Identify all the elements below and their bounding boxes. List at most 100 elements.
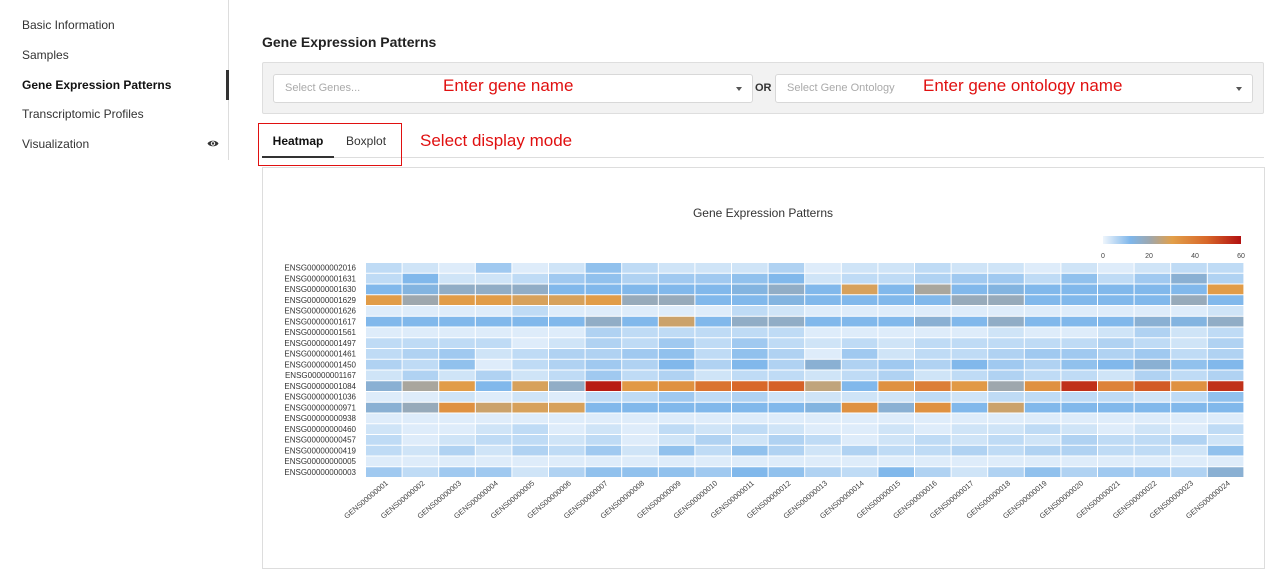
heatmap-cell: [1024, 306, 1061, 316]
heatmap-cell: [439, 435, 475, 445]
heatmap-cell: [695, 306, 731, 316]
heatmap-cell: [951, 445, 988, 456]
heatmap-cell: [1171, 435, 1207, 445]
heatmap-cell: [402, 424, 439, 434]
heatmap-cell: [512, 306, 548, 316]
tab-boxplot[interactable]: Boxplot: [346, 124, 386, 158]
heatmap-cell: [768, 338, 805, 348]
gene-ontology-select[interactable]: Select Gene Ontology: [775, 74, 1253, 103]
heatmap-cell: [915, 370, 951, 381]
heatmap-cell: [1171, 392, 1207, 402]
heatmap-cell: [658, 456, 695, 467]
heatmap-cell: [1171, 263, 1207, 273]
heatmap-cell: [1134, 338, 1171, 348]
heatmap-cell: [622, 381, 658, 391]
heatmap-cell: [915, 359, 951, 370]
heatmap-cell: [549, 316, 585, 327]
annotation-gene-ontology: Enter gene ontology name: [923, 76, 1123, 95]
heatmap-cell: [1207, 424, 1244, 434]
heatmap-cell: [1061, 370, 1097, 381]
sidebar-item-basic-information[interactable]: Basic Information: [22, 14, 227, 36]
row-label: ENSG00000001626: [284, 307, 356, 316]
heatmap-cell: [988, 424, 1024, 434]
heatmap-cell: [549, 349, 585, 359]
heatmap-cell: [951, 359, 988, 370]
heatmap-cell: [732, 306, 768, 316]
heatmap-cell: [1171, 338, 1207, 348]
heatmap-cell: [1061, 316, 1097, 327]
heatmap-cell: [768, 316, 805, 327]
heatmap-cell: [439, 445, 475, 456]
heatmap-cell: [1134, 445, 1171, 456]
heatmap-cell: [439, 467, 475, 477]
heatmap-cell: [1024, 263, 1061, 273]
heatmap-cell: [402, 435, 439, 445]
tab-heatmap[interactable]: Heatmap: [262, 124, 334, 158]
heatmap-cell: [805, 327, 841, 338]
heatmap-cell: [585, 327, 622, 338]
heatmap-cell: [1134, 327, 1171, 338]
heatmap-cell: [768, 273, 805, 284]
row-label: ENSG00000001084: [284, 382, 356, 391]
heatmap-card: Gene Expression Patterns 0 20 40 60 ENSG000…: [262, 167, 1265, 569]
heatmap-cell: [732, 424, 768, 434]
heatmap-cell: [805, 413, 841, 424]
heatmap-cell: [1171, 284, 1207, 295]
heatmap-cell: [622, 316, 658, 327]
heatmap-cell: [1061, 306, 1097, 316]
heatmap-cell: [512, 424, 548, 434]
gene-ontology-select-placeholder: Select Gene Ontology: [787, 82, 895, 94]
heatmap-cell: [1171, 402, 1207, 413]
heatmap-cell: [695, 413, 731, 424]
heatmap-cell: [1061, 456, 1097, 467]
heatmap-cell: [841, 316, 878, 327]
sidebar-item-visualization[interactable]: Visualization: [22, 133, 227, 155]
heatmap-cell: [878, 435, 914, 445]
heatmap-cell: [695, 435, 731, 445]
heatmap-cell: [1098, 445, 1134, 456]
heatmap-cell: [988, 263, 1024, 273]
heatmap-cell: [805, 273, 841, 284]
heatmap-cell: [732, 392, 768, 402]
heatmap-cell: [658, 327, 695, 338]
heatmap-cell: [915, 435, 951, 445]
sidebar-item-transcriptomic-profiles[interactable]: Transcriptomic Profiles: [22, 103, 227, 125]
gene-select[interactable]: Select Genes...: [273, 74, 753, 103]
sidebar-item-samples[interactable]: Samples: [22, 44, 227, 66]
heatmap-cell: [695, 445, 731, 456]
heatmap-cell: [1207, 413, 1244, 424]
heatmap-cell: [878, 295, 914, 305]
heatmap-cell: [549, 392, 585, 402]
sidebar-item-gene-expression-patterns[interactable]: Gene Expression Patterns: [22, 74, 227, 96]
heatmap-cell: [1024, 402, 1061, 413]
selection-panel: Select Genes... OR Select Gene Ontology: [262, 62, 1264, 114]
heatmap-cell: [1207, 402, 1244, 413]
heatmap-cell: [1061, 349, 1097, 359]
heatmap-cell: [1207, 445, 1244, 456]
heatmap-cell: [878, 402, 914, 413]
heatmap-cell: [805, 381, 841, 391]
legend-ticks: 0 20 40 60: [1101, 253, 1245, 260]
row-label: ENSG00000000005: [284, 457, 356, 466]
heatmap-cell: [366, 359, 402, 370]
heatmap-cell: [622, 338, 658, 348]
heatmap-cell: [1207, 349, 1244, 359]
heatmap-cell: [439, 381, 475, 391]
heatmap-cell: [805, 316, 841, 327]
heatmap-cell: [585, 413, 622, 424]
heatmap-cell: [951, 381, 988, 391]
heatmap-cell: [439, 349, 475, 359]
heatmap-cell: [915, 263, 951, 273]
heatmap-cell: [695, 273, 731, 284]
row-label: ENSG00000000460: [284, 425, 356, 434]
heatmap-cell: [951, 306, 988, 316]
heatmap-cell: [585, 424, 622, 434]
heatmap-cell: [988, 381, 1024, 391]
heatmap-cell: [658, 349, 695, 359]
heatmap-cell: [1098, 327, 1134, 338]
heatmap-cell: [841, 273, 878, 284]
heatmap-cell: [402, 327, 439, 338]
heatmap-cell: [402, 273, 439, 284]
legend-tick-label: 20: [1145, 253, 1153, 260]
heatmap-cell: [878, 359, 914, 370]
